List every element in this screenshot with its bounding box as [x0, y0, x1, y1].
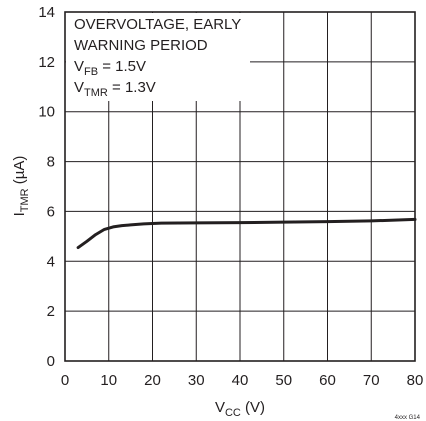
x-tick-label: 40 — [232, 372, 249, 389]
annotation-line-4: VTMR = 1.3V — [74, 79, 156, 99]
x-tick-label: 10 — [100, 372, 117, 389]
series-line — [76, 217, 417, 250]
y-tick-label: 0 — [47, 353, 55, 370]
x-tick-label: 50 — [275, 372, 292, 389]
y-axis-label: ITMR (µA) — [11, 156, 31, 217]
y-tick-label: 4 — [47, 253, 55, 270]
x-axis-label: VCC (V) — [215, 399, 265, 419]
annotation-line-1: OVERVOLTAGE, EARLY — [74, 16, 241, 33]
x-tick-label: 20 — [144, 372, 161, 389]
x-tick-label: 60 — [319, 372, 336, 389]
plot-frame — [64, 11, 416, 362]
annotation-line-3: VFB = 1.5V — [74, 58, 146, 78]
series-layer — [76, 217, 417, 250]
y-tick-labels: 0 2 4 6 8 10 12 14 — [38, 4, 55, 370]
y-tick-label: 2 — [47, 303, 55, 320]
y-tick-label: 14 — [38, 4, 55, 21]
x-tick-label: 80 — [407, 372, 424, 389]
x-tick-label: 0 — [61, 372, 69, 389]
y-tick-label: 12 — [38, 54, 55, 71]
y-tick-label: 10 — [38, 104, 55, 121]
x-tick-label: 30 — [188, 372, 205, 389]
y-tick-label: 8 — [47, 154, 55, 171]
annotation-line-2: WARNING PERIOD — [74, 37, 208, 54]
x-tick-label: 70 — [363, 372, 380, 389]
x-tick-labels: 0 10 20 30 40 50 60 70 80 — [61, 372, 424, 389]
y-tick-label: 6 — [47, 203, 55, 220]
annotation-box — [66, 13, 250, 101]
corner-code: 4xxx G14 — [395, 415, 421, 421]
